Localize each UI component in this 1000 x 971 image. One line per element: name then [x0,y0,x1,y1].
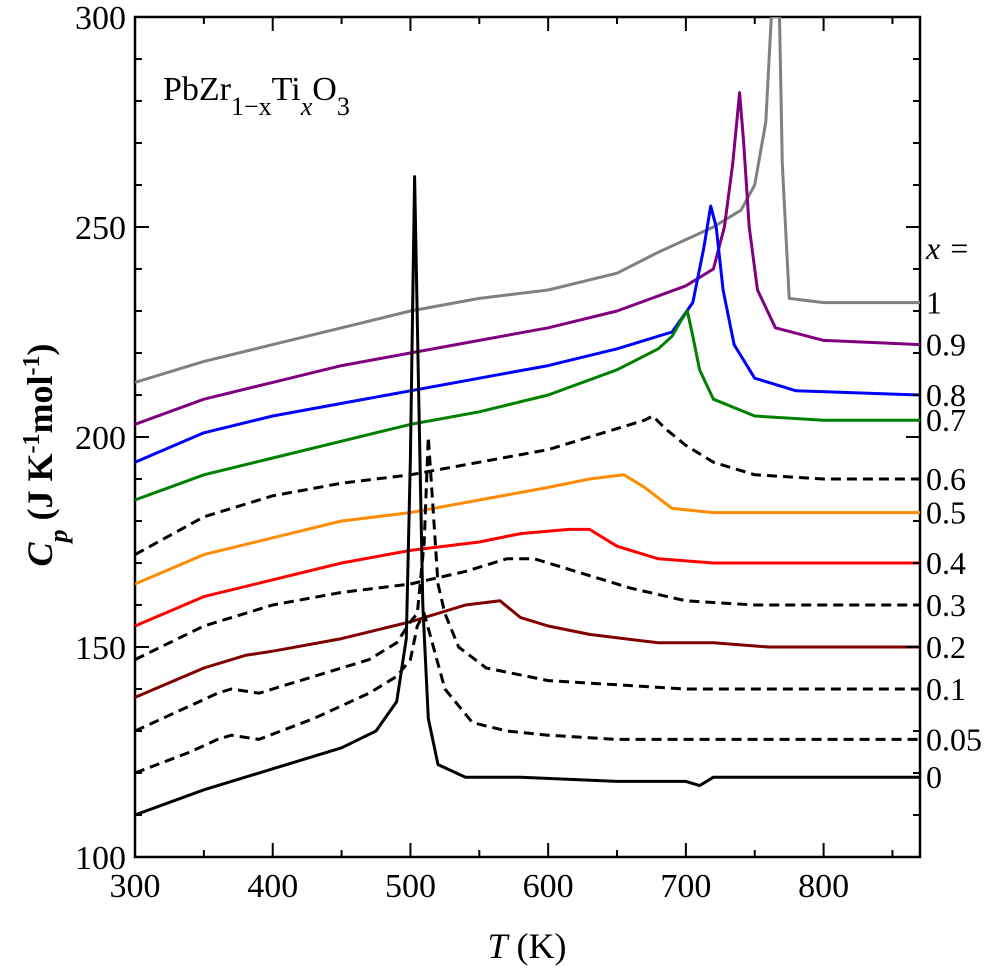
chart-title: PbZr1−xTixO3 [163,71,350,121]
series-layer [135,17,920,817]
series-line-x-0.9 [135,91,920,426]
series-line-x-0.7 [135,309,920,502]
series-line-x-0.2 [135,599,920,699]
legend-header: x = [925,230,970,266]
series-label: 0.2 [926,629,966,665]
y-tick-label: 200 [75,420,126,457]
series-line-x-0.5 [135,473,920,586]
y-tick-label: 300 [75,0,126,37]
series-label: 0.05 [926,721,982,757]
x-tick-label: 300 [110,868,161,905]
y-axis-title: Cp (J K-1mol-1) [19,343,73,566]
series-line-x-0.05 [135,611,920,775]
series-label: 0.3 [926,587,966,623]
series-label: 0.4 [926,545,966,581]
series-label: 0 [926,759,942,795]
series-label: 0.7 [926,402,966,438]
series-label: 0.5 [926,495,966,531]
series-label: 1 [926,285,942,321]
series-label: 0.6 [926,461,966,497]
y-tick-label: 100 [75,840,126,877]
y-axis: 100 150 200 250 300 [75,0,920,877]
legend: x = 1 0.9 0.80.7 0.60.5 0.4 0.3 0.2 0.1 0.050 [925,230,982,795]
series-line-x-0.4 [135,527,920,628]
series-label: 0.1 [926,671,966,707]
x-tick-label: 500 [385,868,436,905]
x-axis-title: T (K) [487,926,566,966]
x-tick-label: 400 [247,868,298,905]
x-tick-label: 600 [523,868,574,905]
y-tick-label: 250 [75,210,126,247]
series-line-x-0 [135,175,920,817]
series-label: 0.8 [926,377,966,413]
x-tick-label: 800 [798,868,849,905]
x-tick-label: 700 [660,868,711,905]
plot-frame [133,15,922,859]
series-line-x-0.6 [135,414,920,556]
x-axis: 300 400 500 600 700 800 [110,17,894,905]
series-line-x-0.3 [135,557,920,661]
series-label: 0.9 [926,327,966,363]
series-line-x-0.1 [135,435,920,733]
series-line-x-1 [135,17,920,384]
y-tick-label: 150 [75,630,126,667]
